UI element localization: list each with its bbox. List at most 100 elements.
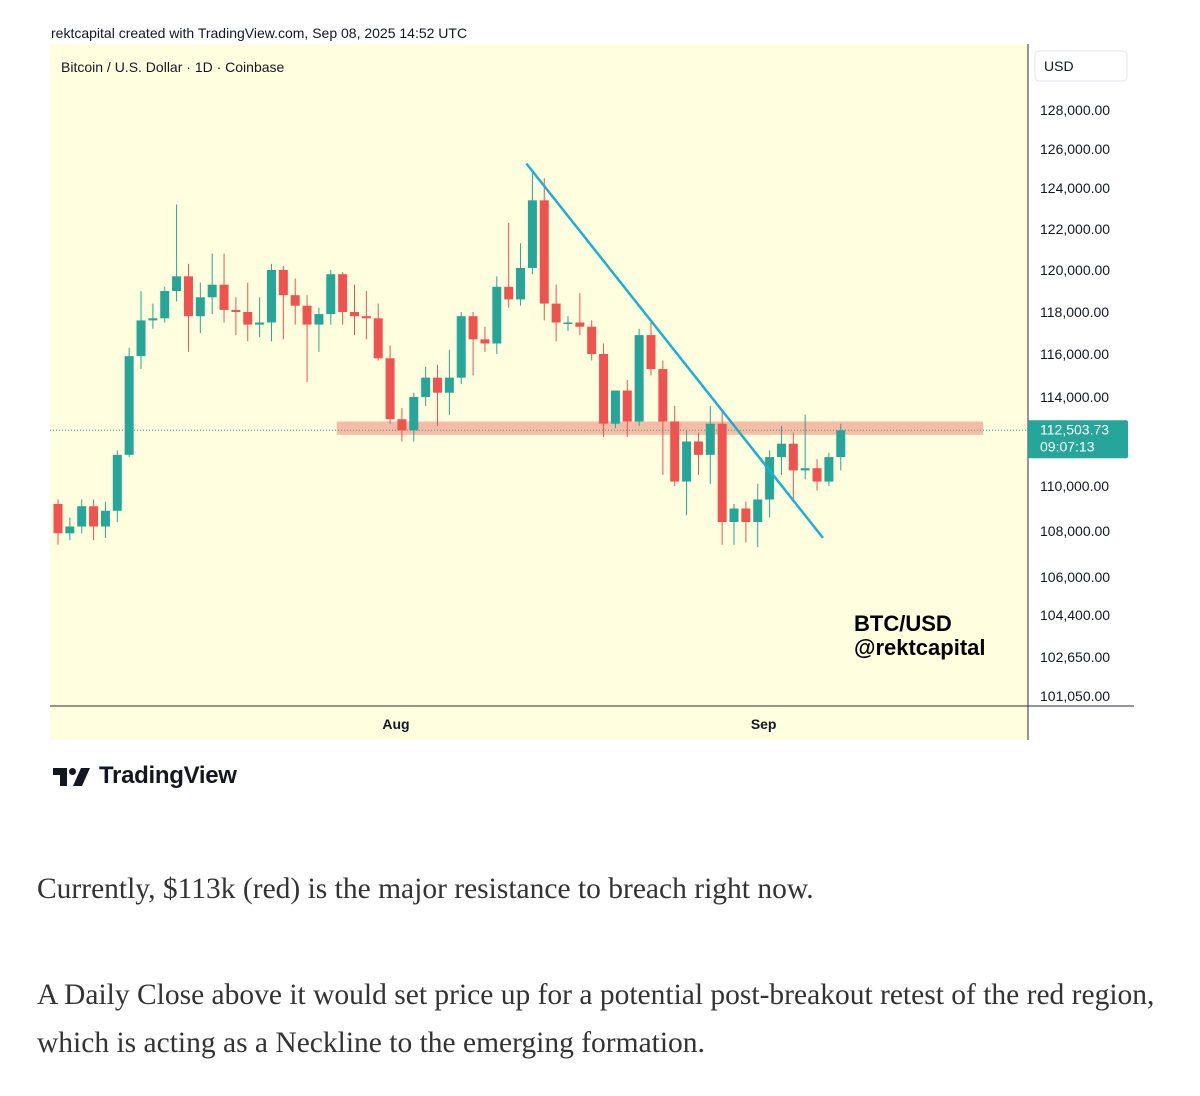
candle-body [444, 377, 454, 393]
candle-body [516, 267, 526, 300]
price-axis-label: 122,000.00 [1040, 221, 1110, 237]
candle-body [575, 322, 585, 327]
trendline-layer [525, 162, 824, 539]
candle-body [622, 390, 632, 422]
chart-svg[interactable]: 128,000.00 126,000.00 124,000.00 122,000.00… [50, 44, 1134, 740]
candle [563, 316, 573, 331]
candle [824, 452, 834, 486]
candle-body [77, 506, 87, 527]
time-axis-label: Aug [382, 716, 409, 732]
candle-body [812, 468, 822, 482]
tradingview-logo[interactable]: TradingView [53, 762, 237, 790]
candle-body [326, 274, 336, 315]
candle-body [563, 322, 573, 324]
candle [160, 286, 170, 323]
candle [693, 432, 703, 475]
candle [207, 253, 217, 315]
candle-body [243, 312, 253, 325]
candle-body [682, 441, 692, 482]
candle-body [599, 354, 609, 424]
candle [741, 501, 751, 543]
candle [658, 360, 668, 475]
candle [385, 345, 395, 424]
candle-body [824, 457, 834, 482]
currency-button[interactable] [1034, 50, 1128, 82]
price-axis-label: 104,400.00 [1040, 607, 1110, 623]
candle [836, 423, 846, 471]
candle-body [314, 314, 324, 325]
candle [326, 270, 336, 325]
candle-body [670, 421, 680, 482]
candle-body [836, 430, 846, 458]
candle [314, 307, 324, 352]
candle-body [373, 318, 383, 359]
chart-credit: rektcapital created with TradingView.com… [51, 25, 468, 41]
candle [753, 483, 763, 548]
candle-body [219, 284, 229, 310]
chart[interactable]: 128,000.00 126,000.00 124,000.00 122,000.00… [50, 44, 1134, 740]
candle-body [183, 276, 193, 317]
candle [290, 278, 300, 325]
candle [183, 263, 193, 352]
candle-body [361, 316, 371, 319]
candle-body [800, 468, 810, 471]
price-axis-label: 102,650.00 [1040, 649, 1110, 665]
plot-background [50, 44, 1028, 706]
candle-body [788, 443, 798, 471]
candle-body [551, 303, 561, 323]
price-axis-label: 124,000.00 [1040, 180, 1110, 196]
candle-body [195, 297, 205, 317]
candle-body [421, 377, 431, 397]
candle-body [148, 318, 158, 321]
candle [65, 517, 75, 541]
candle-body [89, 506, 99, 527]
time-axis-label: Sep [751, 716, 777, 732]
candle [409, 392, 419, 442]
candle [610, 390, 620, 429]
candle-body [207, 284, 217, 298]
price-axis-label: 108,000.00 [1040, 523, 1110, 539]
candle [195, 282, 205, 333]
candle-body [705, 423, 715, 455]
candle-body [610, 390, 620, 424]
countdown-timer: 09:07:13 [1040, 438, 1095, 454]
candle-body [266, 270, 276, 323]
candle [397, 408, 407, 442]
descending-trendline[interactable] [525, 162, 824, 539]
candle-body [646, 335, 656, 370]
candle [421, 366, 431, 406]
candle [266, 263, 276, 342]
resistance-zone [336, 421, 984, 435]
last-price-badge [1028, 420, 1128, 459]
candle-body [100, 510, 110, 527]
candle-body [634, 335, 644, 422]
candle-body [160, 291, 170, 319]
candle-body [693, 441, 703, 455]
candle [148, 303, 158, 329]
price-axis-label: 116,000.00 [1040, 346, 1109, 362]
resistance-zone-layer [336, 421, 984, 435]
candle-body [255, 322, 265, 325]
candle [89, 499, 99, 541]
candle-body [741, 508, 751, 522]
candle [587, 320, 597, 361]
candle-body [302, 305, 312, 325]
candle [243, 282, 253, 342]
tradingview-logo-text: TradingView [99, 762, 237, 789]
candles-layer [53, 172, 846, 548]
candle [219, 253, 229, 323]
candle [112, 450, 122, 522]
candle [504, 222, 514, 308]
price-axis-label: 120,000.00 [1040, 262, 1110, 278]
candle-body [409, 397, 419, 431]
candle-body [468, 316, 478, 340]
candle [812, 459, 822, 491]
candle [468, 312, 478, 376]
candle-body [124, 356, 134, 455]
candle-body [776, 443, 786, 458]
candle [575, 293, 585, 336]
candle [682, 430, 692, 516]
candle [255, 297, 265, 338]
price-axis-label: 106,000.00 [1040, 569, 1110, 585]
candle [729, 504, 739, 545]
